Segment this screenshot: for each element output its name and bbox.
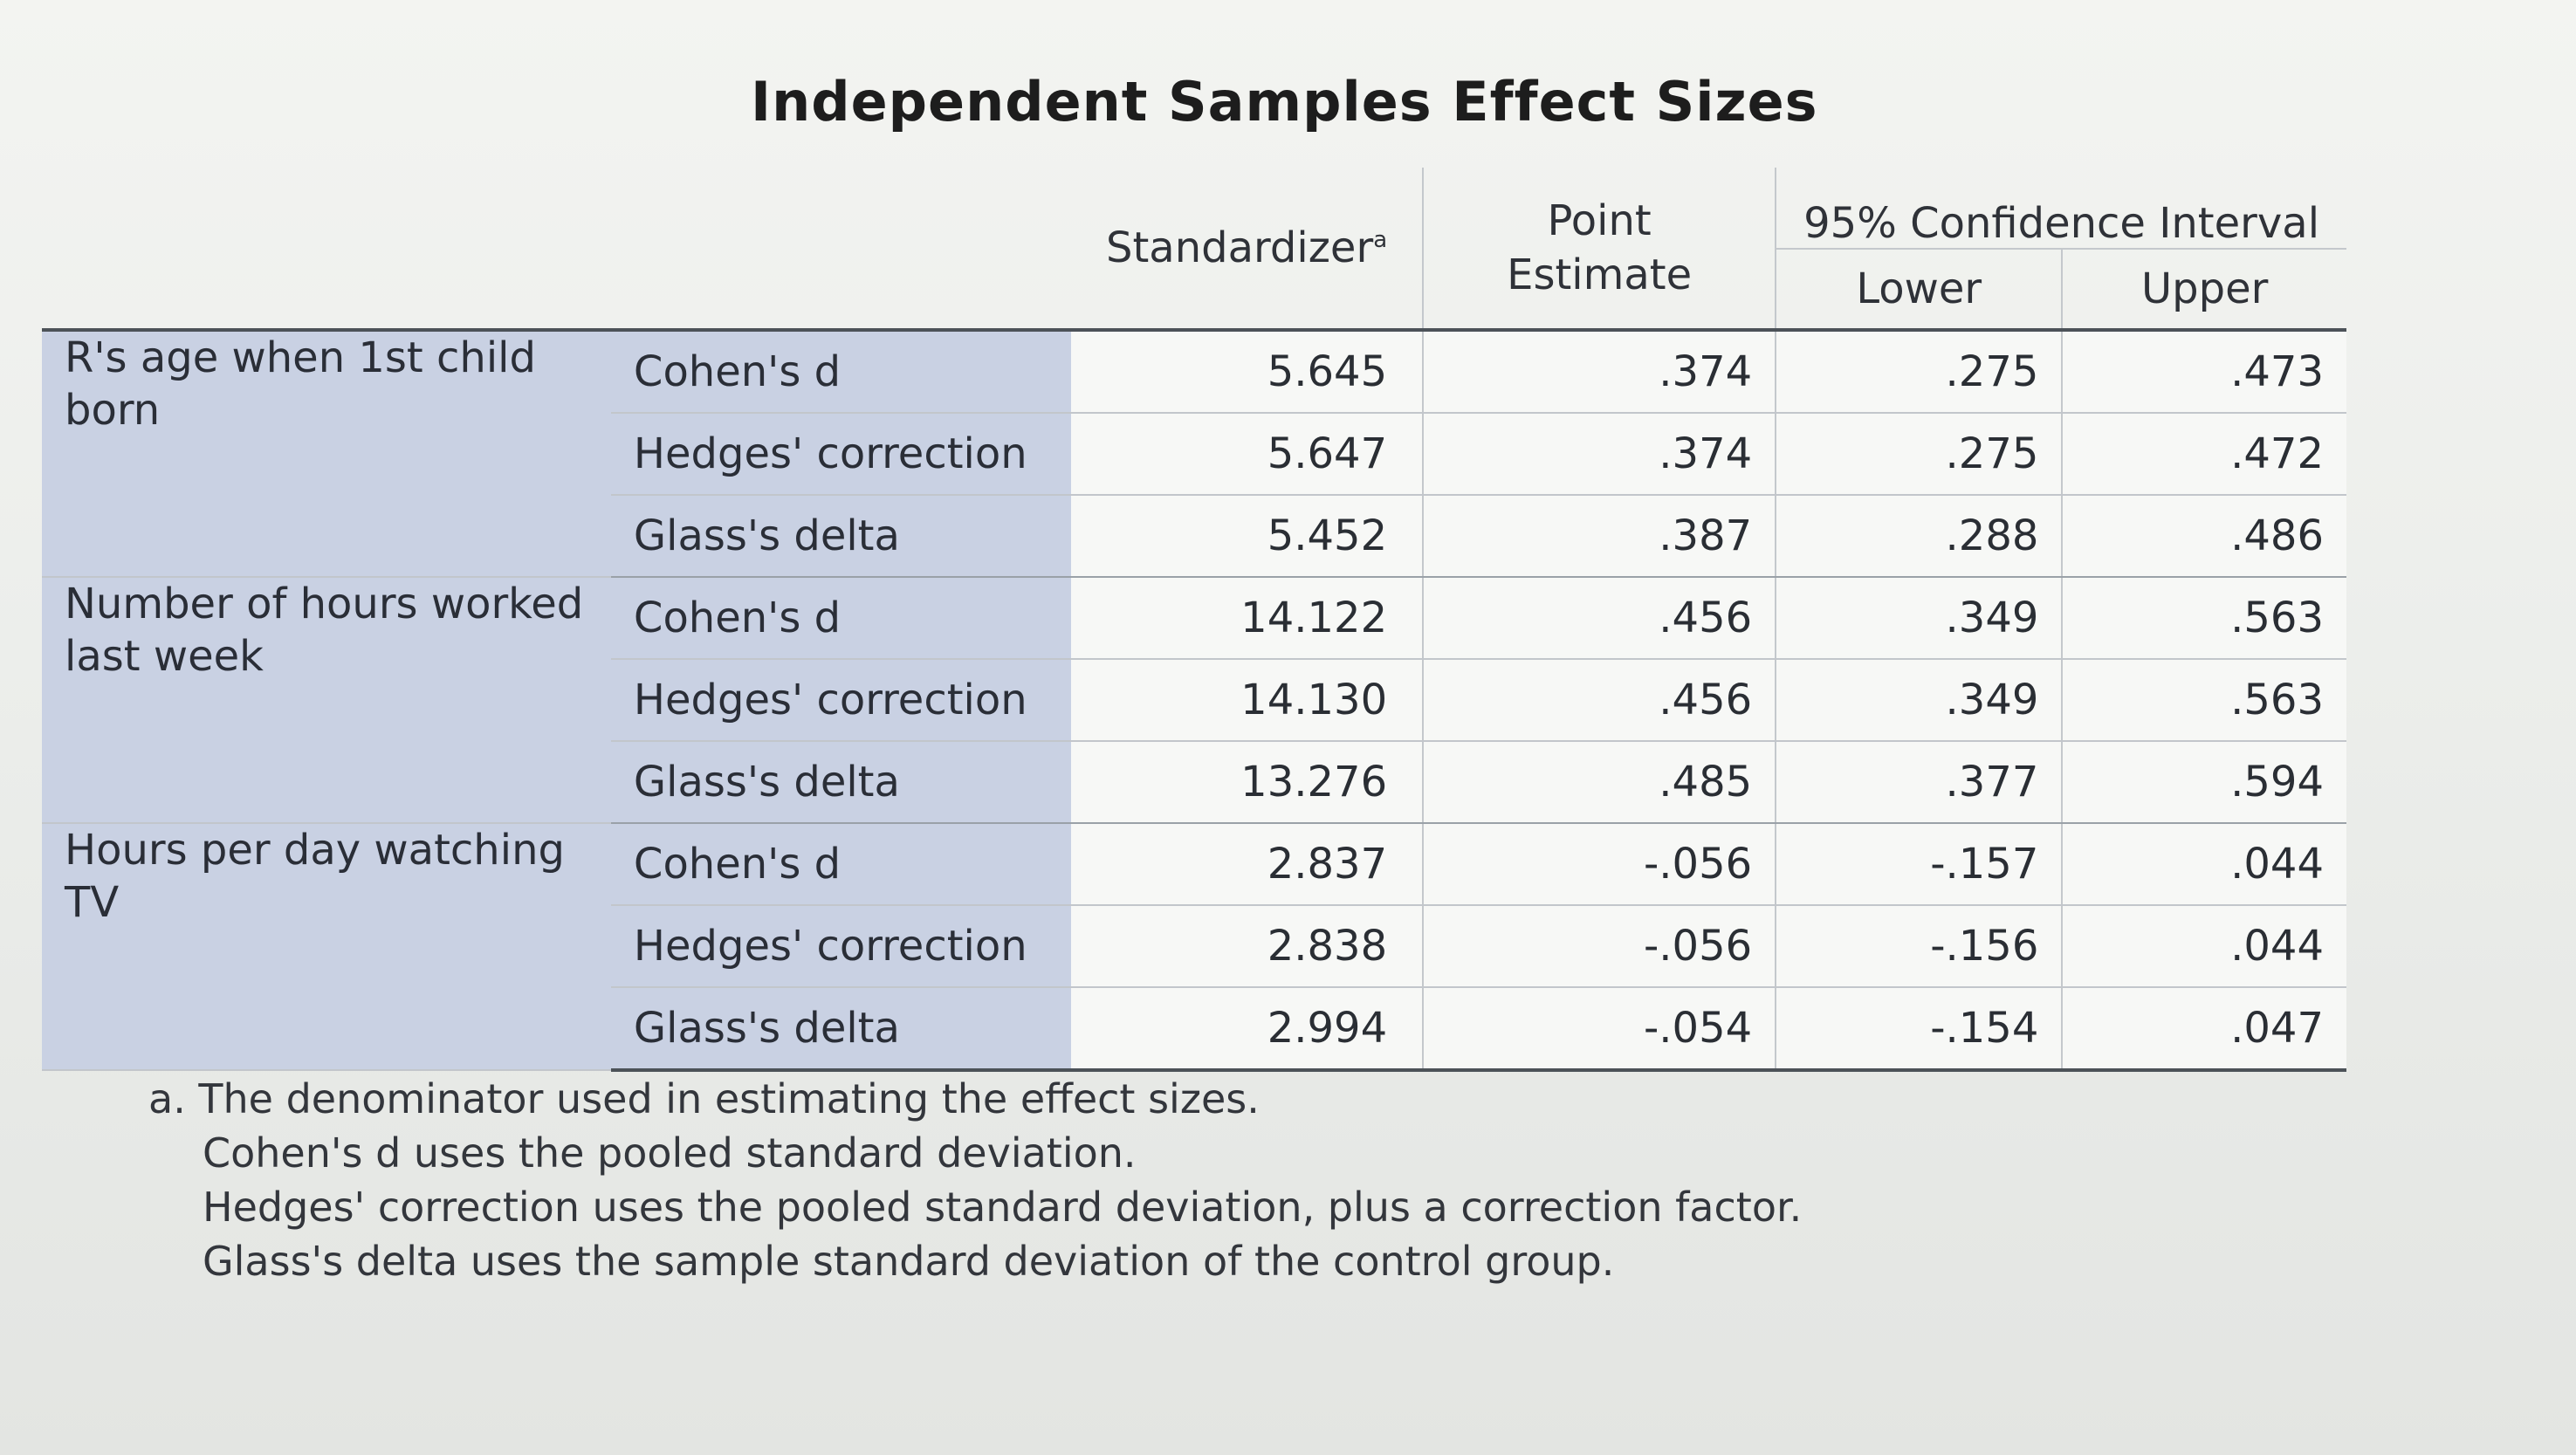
measure-label: Cohen's d (610, 577, 1072, 660)
standardizer-value: 2.994 (1071, 987, 1424, 1072)
footnote-line: Cohen's d uses the pooled standard devia… (203, 1129, 1137, 1177)
point-estimate-value: -.056 (1422, 823, 1776, 906)
standardizer-value: 2.837 (1071, 823, 1424, 906)
lower-value: .377 (1775, 741, 2063, 824)
upper-value: .563 (2061, 659, 2346, 742)
standardizer-header: Standardizera (1071, 168, 1423, 330)
measure-label: Glass's delta (610, 741, 1072, 824)
standardizer-value: 14.130 (1071, 659, 1424, 742)
lower-value: .288 (1775, 495, 2063, 578)
standardizer-value: 5.645 (1071, 330, 1424, 414)
measure-label: Cohen's d (610, 823, 1072, 906)
upper-value: .047 (2061, 987, 2346, 1072)
upper-value: .044 (2061, 905, 2346, 988)
header-row-bottom: Lower Upper (42, 249, 2346, 330)
measure-label: Cohen's d (610, 330, 1072, 414)
footnote-line: a. The denominator used in estimating th… (148, 1075, 1260, 1122)
measure-label: Hedges' correction (610, 659, 1072, 742)
point-estimate-value: .456 (1422, 577, 1776, 660)
table-row: Hedges' correction 2.838 -.056 -.156 .04… (42, 905, 2346, 988)
effect-sizes-table: Standardizera Point Estimate 95% Confiden… (42, 168, 2346, 1072)
table-body: R's age when 1st child born Cohen's d 5.… (42, 330, 2346, 1072)
standardizer-value: 13.276 (1071, 741, 1424, 824)
upper-value: .486 (2061, 495, 2346, 578)
upper-value: .044 (2061, 823, 2346, 906)
lower-value: .275 (1775, 413, 2063, 496)
table-row: Number of hours worked last week Cohen's… (42, 577, 2346, 824)
lower-header: Lower (1775, 249, 2063, 330)
point-estimate-value: -.054 (1422, 987, 1776, 1072)
measure-label: Glass's delta (610, 987, 1072, 1072)
point-estimate-header-line1: Point (1547, 196, 1652, 245)
row-header-corner (42, 168, 1071, 330)
measure-label: Hedges' correction (610, 413, 1072, 496)
lower-value: -.156 (1775, 905, 2063, 988)
table-row: Hedges' correction 5.647 .374 .275 .472 (42, 413, 2346, 496)
point-estimate-value: .374 (1422, 330, 1776, 414)
standardizer-value: 14.122 (1071, 577, 1424, 660)
point-estimate-value: .485 (1422, 741, 1776, 824)
footnote-line: Glass's delta uses the sample standard d… (203, 1238, 1615, 1285)
table-footnote: a. The denominator used in estimating th… (148, 1072, 1802, 1288)
table-title: Independent Samples Effect Sizes (751, 70, 1818, 134)
lower-value: .349 (1775, 577, 2063, 660)
table-row: Hedges' correction 14.130 .456 .349 .563 (42, 659, 2346, 742)
footnote-line: Hedges' correction uses the pooled stand… (203, 1184, 1803, 1231)
measure-label: Hedges' correction (610, 905, 1072, 988)
header-row-top: Standardizera Point Estimate 95% Confiden… (42, 168, 2346, 330)
variable-label: Hours per day watching TV (42, 823, 611, 1071)
table-row: Glass's delta 5.452 .387 .288 .486 (42, 495, 2346, 578)
standardizer-footnote-mark: a (1373, 227, 1388, 253)
upper-value: .563 (2061, 577, 2346, 660)
point-estimate-value: .387 (1422, 495, 1776, 578)
upper-value: .472 (2061, 413, 2346, 496)
point-estimate-header: Point Estimate (1422, 168, 1776, 330)
variable-label: R's age when 1st child born (42, 330, 611, 578)
table-row: Hours per day watching TV Cohen's d 2.83… (42, 823, 2346, 1071)
lower-value: -.154 (1775, 987, 2063, 1072)
confidence-interval-header: 95% Confidence Interval (1775, 168, 2346, 250)
lower-value: .275 (1775, 330, 2063, 414)
standardizer-header-label: Standardizer (1106, 223, 1374, 272)
point-estimate-value: .374 (1422, 413, 1776, 496)
upper-header: Upper (2061, 249, 2346, 330)
point-estimate-header-line2: Estimate (1507, 251, 1693, 299)
upper-value: .473 (2061, 330, 2346, 414)
table-row: Glass's delta 2.994 -.054 -.154 .047 (42, 987, 2346, 1072)
variable-label: Number of hours worked last week (42, 577, 611, 824)
point-estimate-value: .456 (1422, 659, 1776, 742)
table-row: R's age when 1st child born Cohen's d 5.… (42, 330, 2346, 578)
lower-value: -.157 (1775, 823, 2063, 906)
lower-value: .349 (1775, 659, 2063, 742)
point-estimate-value: -.056 (1422, 905, 1776, 988)
upper-value: .594 (2061, 741, 2346, 824)
table-row: Glass's delta 13.276 .485 .377 .594 (42, 741, 2346, 824)
standardizer-value: 5.647 (1071, 413, 1424, 496)
measure-label: Glass's delta (610, 495, 1072, 578)
standardizer-value: 5.452 (1071, 495, 1424, 578)
standardizer-value: 2.838 (1071, 905, 1424, 988)
